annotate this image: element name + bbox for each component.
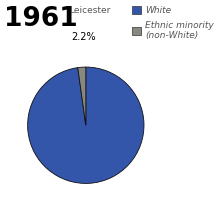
Text: Leicester: Leicester xyxy=(70,6,111,15)
Wedge shape xyxy=(78,67,86,125)
Text: 97.8%: 97.8% xyxy=(46,116,108,134)
Wedge shape xyxy=(28,67,144,183)
Legend: White, Ethnic minority
(non-White): White, Ethnic minority (non-White) xyxy=(130,4,215,42)
Text: 1961: 1961 xyxy=(4,6,78,32)
Text: 2.2%: 2.2% xyxy=(71,32,96,42)
